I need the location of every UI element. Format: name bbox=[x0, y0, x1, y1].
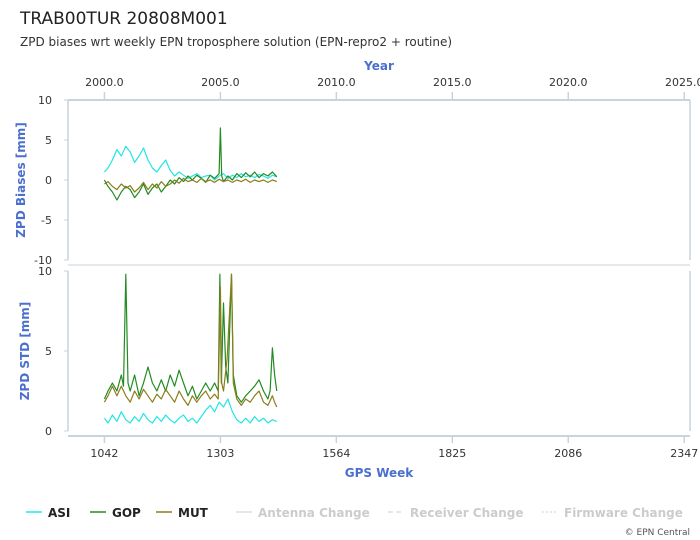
chart-title: TRAB00TUR 20808M001 bbox=[19, 9, 228, 29]
top-tick-label: 2025.0 bbox=[665, 76, 700, 89]
credit-text: © EPN Central bbox=[625, 528, 690, 538]
legend-item-gop[interactable]: GOP bbox=[90, 506, 141, 520]
legend-label: ASI bbox=[48, 506, 70, 520]
panel-1-series bbox=[103, 273, 278, 424]
legend-item-receiver-change[interactable]: Receiver Change bbox=[388, 506, 524, 520]
y-tick-label: -5 bbox=[41, 214, 52, 227]
series-line-gop bbox=[103, 127, 278, 201]
axis-frame bbox=[67, 99, 691, 437]
x-axis-label: GPS Week bbox=[345, 466, 415, 480]
y-tick-label: 10 bbox=[38, 94, 52, 107]
top-tick-label: 2010.0 bbox=[317, 76, 356, 89]
panel-0-series bbox=[103, 127, 278, 201]
top-tick-label: 2005.0 bbox=[201, 76, 240, 89]
bottom-tick-label: 2086 bbox=[554, 447, 582, 460]
top-tick-label: 2015.0 bbox=[433, 76, 472, 89]
legend-item-firmware-change[interactable]: Firmware Change bbox=[542, 506, 683, 520]
series-line-gop bbox=[103, 273, 278, 403]
bottom-tick-label: 1042 bbox=[90, 447, 118, 460]
top-axis-label: Year bbox=[363, 59, 394, 73]
legend-label: Firmware Change bbox=[564, 506, 683, 520]
bottom-tick-label: 1303 bbox=[206, 447, 234, 460]
y-tick-label: 10 bbox=[38, 265, 52, 278]
series-line-mut bbox=[103, 273, 278, 408]
top-axis-ticks: 2000.0 2005.0 2010.0 2015.0 2020.0 2025.0 bbox=[85, 76, 700, 100]
bottom-tick-label: 1825 bbox=[438, 447, 466, 460]
legend: ASI GOP MUT Antenna Change Receiver Change Fi… bbox=[26, 506, 683, 520]
legend-label: GOP bbox=[112, 506, 141, 520]
series-line-asi bbox=[103, 398, 278, 424]
bottom-tick-label: 2347 bbox=[670, 447, 698, 460]
bias-y-axis-label: ZPD Biases [mm] bbox=[14, 122, 28, 238]
legend-label: Receiver Change bbox=[410, 506, 524, 520]
top-tick-label: 2000.0 bbox=[85, 76, 124, 89]
legend-item-antenna-change[interactable]: Antenna Change bbox=[236, 506, 370, 520]
top-tick-label: 2020.0 bbox=[549, 76, 588, 89]
y-tick-label: -10 bbox=[34, 254, 52, 267]
series-line-asi bbox=[103, 145, 278, 181]
std-y-axis-label: ZPD STD [mm] bbox=[18, 302, 32, 401]
y-tick-label: 5 bbox=[45, 134, 52, 147]
chart-subtitle: ZPD biases wrt weekly EPN troposphere so… bbox=[20, 35, 452, 49]
series-line-mut bbox=[104, 177, 278, 193]
legend-item-mut[interactable]: MUT bbox=[156, 506, 209, 520]
y-tick-label: 0 bbox=[45, 174, 52, 187]
legend-item-asi[interactable]: ASI bbox=[26, 506, 70, 520]
y-tick-label: 0 bbox=[45, 425, 52, 438]
bias-panel: 10 5 0 -5 -10 bbox=[34, 94, 278, 267]
legend-label: MUT bbox=[178, 506, 209, 520]
bottom-tick-label: 1564 bbox=[322, 447, 350, 460]
y-tick-label: 5 bbox=[45, 345, 52, 358]
bottom-axis-ticks: 1042 1303 1564 1825 2086 2347 bbox=[90, 436, 698, 460]
std-panel: 10 5 0 bbox=[38, 265, 278, 438]
legend-label: Antenna Change bbox=[258, 506, 370, 520]
